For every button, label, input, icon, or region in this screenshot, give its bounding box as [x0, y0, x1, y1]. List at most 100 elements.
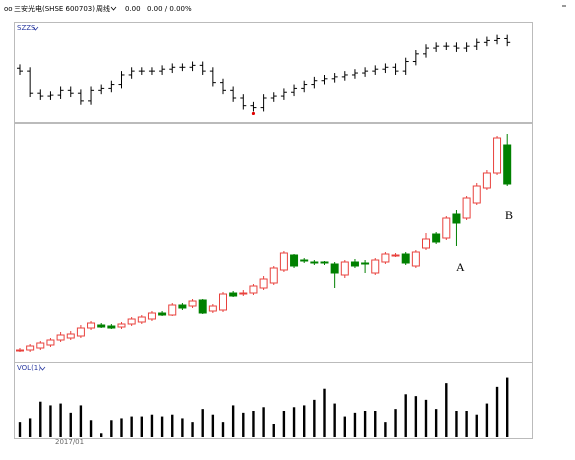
- volume-bar: [49, 405, 52, 437]
- volume-bar: [28, 418, 32, 437]
- candle-body: [16, 349, 24, 352]
- candle-body: [168, 304, 177, 316]
- volume-bar: [333, 403, 336, 437]
- volume-bar: [160, 416, 164, 437]
- annotation: B: [505, 208, 513, 222]
- volume-bar: [272, 424, 275, 437]
- chevron[interactable]: [32, 26, 39, 31]
- volume-bar: [343, 416, 346, 437]
- volume-bar: [414, 396, 418, 437]
- candle-body: [127, 318, 136, 325]
- candle-body: [97, 324, 106, 328]
- candle-body: [371, 259, 380, 274]
- volume-bar: [424, 399, 428, 437]
- candle-body: [158, 312, 167, 316]
- volume-bar: [262, 407, 265, 437]
- candle-body: [36, 342, 45, 349]
- volume-bar: [110, 420, 113, 437]
- volume-bar: [201, 409, 204, 437]
- candle-body: [391, 254, 400, 257]
- candle-body: [249, 285, 258, 294]
- candle-body: [401, 253, 410, 264]
- volume-bar: [231, 405, 235, 437]
- volume-bar: [374, 411, 377, 437]
- chevron[interactable]: [39, 366, 46, 371]
- volume-bar: [495, 386, 499, 437]
- candle-body: [259, 278, 268, 289]
- candle-body: [107, 325, 116, 329]
- volume-bar: [140, 416, 143, 437]
- volume-bar: [150, 414, 154, 437]
- volume-bar: [89, 420, 93, 437]
- candle-body: [442, 217, 451, 239]
- volume-bar: [79, 405, 83, 437]
- volume-bar: [39, 401, 42, 437]
- candle-body: [117, 323, 126, 328]
- volume-bar: [384, 422, 387, 437]
- volume-bar: [363, 411, 367, 437]
- candle-body: [422, 238, 430, 249]
- candle-body: [493, 137, 502, 174]
- candle-body: [66, 333, 75, 339]
- candle-body: [178, 304, 187, 309]
- volume-bar: [404, 394, 407, 437]
- candle-body: [56, 334, 65, 341]
- candle-body: [320, 261, 329, 264]
- candle-body: [219, 293, 227, 311]
- volume-bar: [282, 411, 286, 437]
- x-date-label: 2017/01: [55, 438, 84, 446]
- candle-body: [229, 292, 238, 297]
- stock-name: 三安光电(SHSE 600703): [14, 4, 95, 13]
- candle-body: [340, 261, 349, 276]
- volume-title[interactable]: VOL(1): [17, 364, 41, 372]
- candle-body: [46, 339, 55, 346]
- volume-bar: [191, 422, 194, 437]
- candle-body: [452, 213, 461, 224]
- volume-bar: [434, 409, 438, 437]
- candle-body: [26, 345, 35, 351]
- candle-body: [472, 185, 481, 204]
- volume-bar: [59, 403, 62, 437]
- volume-bar: [252, 411, 255, 437]
- candle-body: [137, 316, 146, 323]
- candle-body: [361, 262, 370, 265]
- candle-body: [411, 251, 420, 267]
- volume-bar: [292, 407, 296, 437]
- volume-bar: [100, 433, 103, 437]
- candle-body: [482, 172, 491, 189]
- candle-body: [462, 197, 471, 219]
- candle-body: [239, 292, 248, 295]
- volume-bar: [181, 418, 184, 437]
- change: 0.00 / 0.00%: [147, 5, 192, 13]
- period[interactable]: 周线: [96, 4, 110, 13]
- volume-bar: [221, 422, 225, 437]
- index-title[interactable]: SZZS: [17, 24, 36, 32]
- volume-panel: [14, 362, 533, 439]
- volume-bar: [394, 409, 397, 437]
- candle-body: [188, 300, 197, 307]
- candle-body: [76, 327, 85, 337]
- volume-bar: [18, 422, 22, 437]
- volume-bar: [323, 388, 326, 437]
- annotation: A: [456, 260, 465, 274]
- volume-bar: [506, 377, 509, 437]
- candle-body: [503, 144, 512, 185]
- volume-bar: [69, 412, 72, 437]
- candle-body: [279, 252, 288, 271]
- candle-body: [350, 261, 359, 267]
- candle-body: [432, 233, 441, 243]
- chevron[interactable]: [110, 6, 117, 11]
- volume-bar: [313, 399, 316, 437]
- index-panel: [14, 22, 533, 123]
- low-marker: [251, 111, 256, 116]
- price: 0.00: [125, 5, 141, 13]
- glasses-icon: oo: [4, 5, 13, 13]
- candle-body: [330, 263, 339, 274]
- candle-body: [198, 299, 207, 314]
- candle-body: [381, 253, 390, 263]
- volume-bar: [171, 414, 174, 437]
- volume-bar: [485, 403, 489, 437]
- volume-bar: [242, 412, 245, 437]
